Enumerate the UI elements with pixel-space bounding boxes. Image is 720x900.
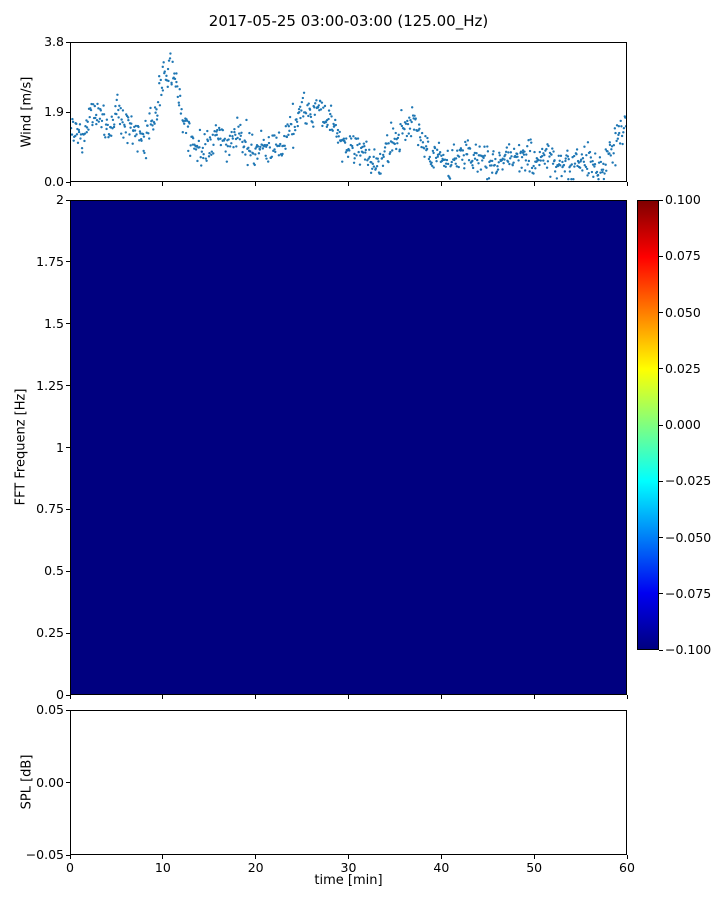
fft-ytick-mark [66,694,70,696]
colorbar-tick-mark [659,199,663,201]
wind-ytick-mark [66,111,70,113]
fft-ytick-label: 1.25 [36,377,64,393]
fft-xtick-mark [255,695,257,699]
fft-ytick-mark [66,323,70,325]
colorbar-tick-label: −0.025 [665,473,712,489]
colorbar-tick-mark [659,480,663,482]
wind-scatter-axes [70,42,627,182]
colorbar-tick-label: −0.050 [665,529,712,545]
time-xtick-label: 30 [340,860,357,875]
time-xtick-label: 20 [247,860,264,875]
fft-xtick-mark [69,695,71,699]
fft-xtick-mark [348,695,349,699]
time-xtick-label: 40 [433,860,450,875]
colorbar-tick-label: 0.075 [665,248,701,264]
colorbar-tick-mark [659,593,663,595]
spl-xtick-mark [533,855,535,859]
fft-ytick-label: 0.5 [44,563,64,579]
colorbar-tick-label: −0.100 [665,642,712,657]
wind-scatter-points [71,52,626,181]
colorbar-tick-label: 0.050 [665,304,701,320]
time-x-axis-label: time [min] [314,873,383,888]
time-xtick-label: 10 [154,860,171,875]
spl-axes [70,710,627,855]
spl-xtick-mark [69,855,71,859]
time-xtick-label: 50 [526,860,543,875]
figure-title: 2017-05-25 03:00-03:00 (125.00_Hz) [208,12,489,30]
fft-ytick-mark [66,261,70,263]
spl-ytick-label: −0.05 [25,847,64,862]
fft-ytick-label: 0.75 [36,501,64,517]
time-xtick-label: 0 [66,860,74,875]
spl-ytick-label: 0.00 [36,774,64,790]
fft-xtick-mark [440,695,442,699]
fft-ytick-label: 0 [56,687,64,702]
colorbar-tick-mark [659,537,663,538]
spl-ytick-mark [66,854,70,856]
fft-ytick-mark [66,508,70,510]
colorbar-tick-mark [659,255,663,257]
fft-ytick-mark [66,632,70,634]
colorbar-tick-mark [659,312,663,313]
wind-xtick-mark [69,182,71,186]
colorbar-tick-label: 0.000 [665,417,701,432]
fft-spectrogram-axes [70,200,627,695]
fft-ytick-mark [66,447,70,448]
wind-ytick-label: 1.9 [44,104,64,119]
wind-xtick-mark [440,182,442,186]
colorbar [637,200,659,650]
fft-ytick-label: 2 [56,192,64,207]
colorbar-tick-mark [659,424,663,426]
spl-xtick-mark [255,855,257,859]
wind-ytick-label: 3.8 [44,34,64,49]
wind-xtick-mark [162,182,164,186]
wind-xtick-mark [533,182,535,186]
fft-ytick-label: 1.5 [44,315,64,331]
wind-xtick-mark [348,182,349,186]
spl-xtick-mark [348,855,349,859]
fft-xtick-mark [626,695,628,699]
colorbar-tick-label: −0.075 [665,585,712,601]
fft-ytick-label: 1 [56,439,64,455]
spl-ytick-mark [66,782,70,783]
colorbar-tick-label: 0.100 [665,192,701,207]
wind-xtick-mark [255,182,257,186]
fft-ytick-mark [66,570,70,572]
fft-ytick-mark [66,385,70,387]
spl-xtick-mark [626,855,628,859]
spl-xtick-mark [440,855,442,859]
colorbar-tick-mark [659,649,663,651]
colorbar-tick-label: 0.025 [665,360,701,376]
wind-xtick-mark [626,182,628,186]
fft-xtick-mark [162,695,164,699]
spl-ytick-mark [66,709,70,711]
time-xtick-label: 60 [619,860,635,875]
colorbar-tick-mark [659,368,663,370]
wind-ytick-label: 0.0 [44,174,64,189]
spl-xtick-mark [162,855,164,859]
wind-ytick-mark [66,41,70,43]
fft-ytick-mark [66,199,70,201]
fft-xtick-mark [533,695,535,699]
fft-ytick-label: 0.25 [36,625,64,641]
spl-ytick-label: 0.05 [36,702,64,717]
fft-ytick-label: 1.75 [36,253,64,269]
wind-ytick-mark [66,181,70,183]
